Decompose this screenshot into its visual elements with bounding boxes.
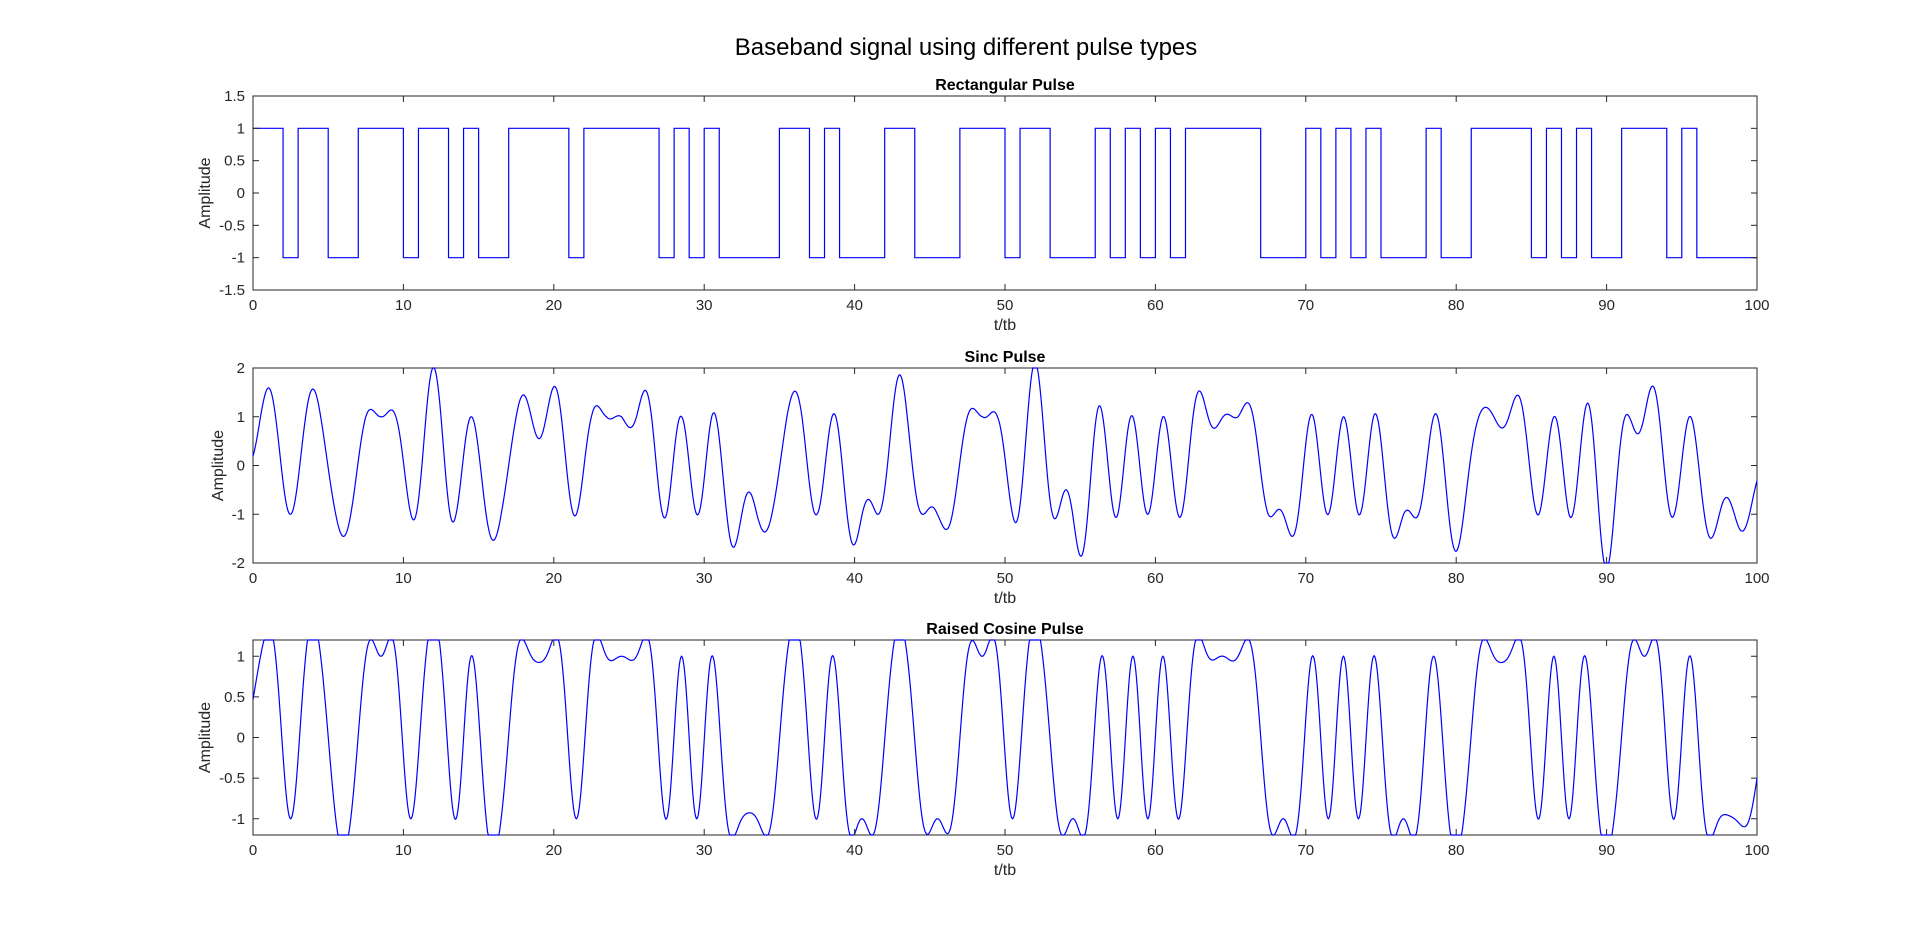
axes-box	[252, 367, 1758, 564]
x-tick-label: 70	[1297, 297, 1314, 314]
y-tick-label: 2	[237, 360, 245, 377]
y-tick-label: 0.5	[224, 689, 245, 706]
y-tick-label: 1	[237, 409, 245, 426]
x-tick-label: 0	[249, 842, 257, 859]
x-tick-label: 0	[249, 297, 257, 314]
x-tick-label: 70	[1297, 842, 1314, 859]
x-tick-label: 60	[1147, 297, 1164, 314]
figure-title: Baseband signal using different pulse ty…	[735, 34, 1198, 61]
x-tick-label: 0	[249, 570, 257, 587]
x-tick-label: 30	[696, 570, 713, 587]
y-tick-label: -2	[232, 555, 245, 572]
x-tick-label: 90	[1598, 842, 1615, 859]
signal-line	[252, 639, 1758, 836]
x-tick-label: 10	[395, 842, 412, 859]
y-tick-label: -1.5	[219, 282, 245, 299]
y-tick-label: 0.5	[224, 153, 245, 170]
x-tick-label: 50	[997, 297, 1014, 314]
y-tick-label: -0.5	[219, 217, 245, 234]
x-tick-label: 10	[395, 297, 412, 314]
x-tick-label: 90	[1598, 570, 1615, 587]
y-axis-label: Amplitude	[197, 702, 214, 773]
x-tick-label: 20	[545, 842, 562, 859]
x-tick-label: 50	[997, 842, 1014, 859]
y-axis-label: Amplitude	[197, 157, 214, 228]
x-tick-label: 80	[1448, 570, 1465, 587]
x-tick-label: 50	[997, 570, 1014, 587]
x-axis-label: t/tb	[994, 590, 1016, 607]
y-tick-label: 1.5	[224, 88, 245, 105]
x-tick-label: 40	[846, 297, 863, 314]
subplot-3: 0 10 20 30 40 50 60 70 80 90 100 -1 -0.5 0 0.5 1 Raised …	[197, 621, 1770, 879]
x-tick-label: 40	[846, 570, 863, 587]
x-tick-label: 60	[1147, 570, 1164, 587]
x-tick-label: 40	[846, 842, 863, 859]
y-tick-label: 0	[237, 185, 245, 202]
subplot-title: Raised Cosine Pulse	[926, 621, 1083, 638]
x-axis-label: t/tb	[994, 862, 1016, 879]
x-tick-label: 10	[395, 570, 412, 587]
y-tick-label: 1	[237, 648, 245, 665]
x-tick-label: 100	[1744, 842, 1769, 859]
y-tick-label: -0.5	[219, 770, 245, 787]
x-tick-label: 80	[1448, 297, 1465, 314]
y-tick-label: 1	[237, 120, 245, 137]
x-tick-label: 100	[1744, 297, 1769, 314]
subplot-title: Rectangular Pulse	[935, 77, 1075, 94]
y-tick-label: 0	[237, 458, 245, 475]
signal-line	[252, 367, 1758, 564]
y-tick-label: -1	[232, 250, 245, 267]
axes-layer: 0 10 20 30 40 50 60 70 80 90 100-1.5-1-0.500.511.5…	[197, 77, 1770, 879]
x-tick-label: 30	[696, 842, 713, 859]
x-tick-label: 60	[1147, 842, 1164, 859]
axes-box	[252, 639, 1758, 836]
x-tick-label: 90	[1598, 297, 1615, 314]
y-tick-label: -1	[232, 506, 245, 523]
x-tick-label: 20	[545, 297, 562, 314]
y-tick-label: 0	[237, 730, 245, 747]
x-tick-label: 20	[545, 570, 562, 587]
x-tick-label: 100	[1744, 570, 1769, 587]
x-axis-label: t/tb	[994, 317, 1016, 334]
x-tick-label: 30	[696, 297, 713, 314]
subplot-2: 0 10 20 30 40 50 60 70 80 90 100 -2 -1 0 1 2 Sinc Pulse t…	[210, 349, 1770, 607]
subplot-title: Sinc Pulse	[965, 349, 1046, 366]
subplot-1: 0 10 20 30 40 50 60 70 80 90 100 -1.5 -1 -0.5 0 0.5 1 1.5…	[197, 77, 1770, 334]
y-tick-label: -1	[232, 811, 245, 828]
signal-line	[253, 127, 1757, 259]
x-tick-label: 80	[1448, 842, 1465, 859]
y-axis-label: Amplitude	[210, 430, 227, 501]
x-tick-label: 70	[1297, 570, 1314, 587]
